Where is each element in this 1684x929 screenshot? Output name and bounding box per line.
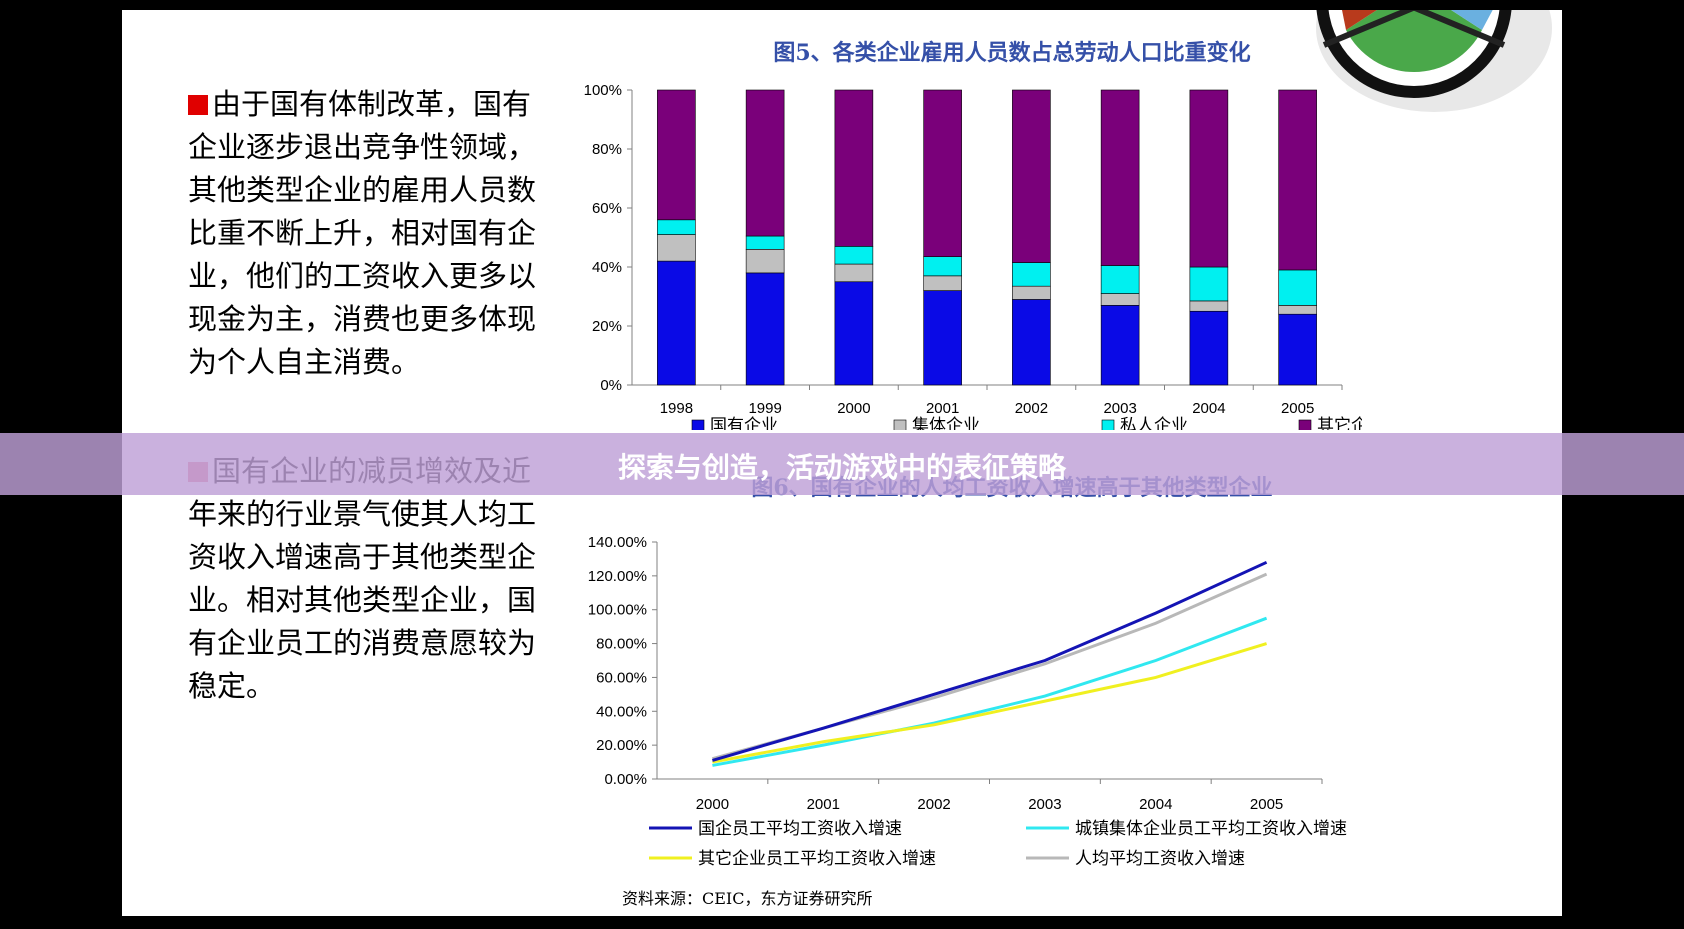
c5-bar-segment xyxy=(657,234,696,262)
c5-bar-segment xyxy=(1278,313,1317,386)
c5-x-tick-label: 1999 xyxy=(748,400,781,417)
c6-y-tick-label: 60.00% xyxy=(596,669,647,686)
c5-legend-label: 国有企业 xyxy=(710,416,778,430)
c6-y-tick-label: 20.00% xyxy=(596,737,647,754)
logo-emblem xyxy=(1316,10,1552,112)
c5-bar-segment xyxy=(745,89,785,237)
c5-x-tick-label: 2001 xyxy=(926,400,959,417)
c5-legend-swatch xyxy=(1298,419,1312,430)
c5-bar-segment xyxy=(1189,300,1229,312)
c5-bar-segment xyxy=(745,235,785,250)
c5-bar-segment xyxy=(657,89,696,221)
c6-x-tick-label: 2001 xyxy=(807,796,840,813)
c5-bar-segment xyxy=(657,260,696,386)
c5-x-tick-label: 2002 xyxy=(1015,400,1048,417)
c5-bar-segment xyxy=(923,290,962,386)
chart-5: 图5、各类企业雇用人员数占总劳动人口比重变化 0% 20% 40% 60% 80% 100… xyxy=(584,40,1362,430)
c6-y-tick-label: 100.00% xyxy=(588,602,647,619)
c5-bar-segment xyxy=(834,246,874,265)
c5-y-tick-label: 40% xyxy=(592,259,622,276)
paragraph-1-text: 由于国有体制改革，国有企业逐步退出竞争性领域，其他类型企业的雇用人员数比重不断上… xyxy=(188,87,537,379)
c6-series-line xyxy=(712,616,1268,767)
c5-legend-swatch xyxy=(1101,419,1115,430)
c5-y-tick-label: 20% xyxy=(592,318,622,335)
source-note: 资料来源：CEIC，东方证券研究所 xyxy=(622,889,873,908)
c5-bar-segment xyxy=(923,256,962,277)
c5-y-tick-label: 100% xyxy=(584,82,622,99)
c6-y-tick-label: 120.00% xyxy=(588,568,647,585)
c5-bar-segment xyxy=(1012,299,1051,386)
c5-bar-segment xyxy=(1100,305,1140,386)
c5-bar-segment xyxy=(1278,269,1317,306)
c6-legend-label: 国企员工平均工资收入增速 xyxy=(698,819,902,839)
c5-bar-segment xyxy=(1278,89,1317,271)
c6-x-tick-label: 2004 xyxy=(1139,796,1172,813)
c6-series-line xyxy=(711,560,1268,762)
c6-y-tick-label: 40.00% xyxy=(596,703,647,720)
c5-bar-segment xyxy=(745,249,785,274)
c5-bar-segment xyxy=(1100,89,1140,266)
c5-bar-segment xyxy=(1012,89,1051,263)
c5-legend-swatch xyxy=(691,419,705,430)
c6-x-tick-label: 2000 xyxy=(696,796,729,813)
c5-bar-segment xyxy=(834,89,874,247)
c6-series-line xyxy=(712,642,1268,764)
c5-y-tick-label: 80% xyxy=(592,141,622,158)
c6-x-tick-label: 2003 xyxy=(1028,796,1061,813)
title-banner: 探索与创造，活动游戏中的表征策略 xyxy=(0,433,1684,495)
c6-y-tick-label: 80.00% xyxy=(596,636,647,653)
c5-x-tick-label: 1998 xyxy=(660,400,693,417)
c5-x-tick-label: 2004 xyxy=(1192,400,1225,417)
c5-bar-segment xyxy=(834,263,874,283)
c5-x-tick-label: 2000 xyxy=(837,400,870,417)
chart-5-title: 图5、各类企业雇用人员数占总劳动人口比重变化 xyxy=(773,40,1250,66)
c5-bar-segment xyxy=(657,219,696,235)
c5-bar-segment xyxy=(1100,293,1140,306)
c5-x-tick-label: 2005 xyxy=(1281,400,1314,417)
c5-y-tick-label: 60% xyxy=(592,200,622,217)
chart-6: 图6、国有企业的人均工资收入增速高于其他类型企业 0.00%20.00%40.0… xyxy=(588,475,1347,869)
c6-x-tick-label: 2002 xyxy=(917,796,950,813)
c5-legend-label: 集体企业 xyxy=(912,416,980,430)
c5-bar-segment xyxy=(1012,285,1051,300)
banner-title: 探索与创造，活动游戏中的表征策略 xyxy=(617,451,1066,484)
c5-bar-segment xyxy=(1189,89,1229,268)
c5-bar-segment xyxy=(1189,310,1229,386)
c5-bar-segment xyxy=(1012,262,1051,287)
c6-legend-label: 人均平均工资收入增速 xyxy=(1075,849,1245,869)
c5-bar-segment xyxy=(745,272,785,386)
c5-bar-segment xyxy=(923,89,962,257)
c5-bar-segment xyxy=(1100,265,1140,294)
c5-bar-segment xyxy=(923,275,962,291)
c6-x-tick-label: 2005 xyxy=(1250,796,1283,813)
bullet-1 xyxy=(188,95,208,115)
c5-bar-segment xyxy=(1189,266,1229,302)
c5-legend-label: 其它企业 xyxy=(1317,416,1362,430)
c5-legend-swatch xyxy=(893,419,907,430)
paragraph-1: 由于国有体制改革，国有企业逐步退出竞争性领域，其他类型企业的雇用人员数比重不断上… xyxy=(188,83,558,384)
c5-bar-segment xyxy=(834,281,874,386)
c5-y-tick-label: 0% xyxy=(600,377,622,394)
c6-legend-label: 城镇集体企业员工平均工资收入增速 xyxy=(1075,819,1347,839)
c5-x-tick-label: 2003 xyxy=(1103,400,1136,417)
c5-bar-segment xyxy=(1278,305,1317,315)
c6-legend-label: 其它企业员工平均工资收入增速 xyxy=(698,849,936,869)
c5-legend-label: 私人企业 xyxy=(1120,416,1188,430)
c6-y-tick-label: 140.00% xyxy=(588,534,647,551)
c6-y-tick-label: 0.00% xyxy=(604,771,647,788)
